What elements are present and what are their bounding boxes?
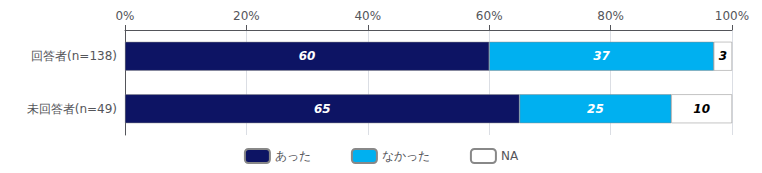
svg-text:回答者(n=138): 回答者(n=138) — [31, 49, 117, 63]
svg-text:0%: 0% — [115, 9, 134, 23]
svg-text:3: 3 — [719, 49, 727, 63]
svg-text:100%: 100% — [715, 9, 749, 23]
svg-text:あった: あった — [275, 149, 311, 163]
svg-text:65: 65 — [314, 102, 331, 116]
svg-text:60%: 60% — [476, 9, 503, 23]
svg-text:20%: 20% — [233, 9, 260, 23]
svg-text:80%: 80% — [597, 9, 624, 23]
svg-text:37: 37 — [593, 49, 610, 63]
svg-text:60: 60 — [299, 49, 316, 63]
svg-text:40%: 40% — [354, 9, 381, 23]
svg-text:25: 25 — [587, 102, 604, 116]
svg-text:10: 10 — [693, 102, 710, 116]
svg-text:なかった: なかった — [382, 149, 430, 163]
svg-text:未回答者(n=49): 未回答者(n=49) — [27, 102, 117, 116]
svg-text:NA: NA — [501, 149, 519, 163]
